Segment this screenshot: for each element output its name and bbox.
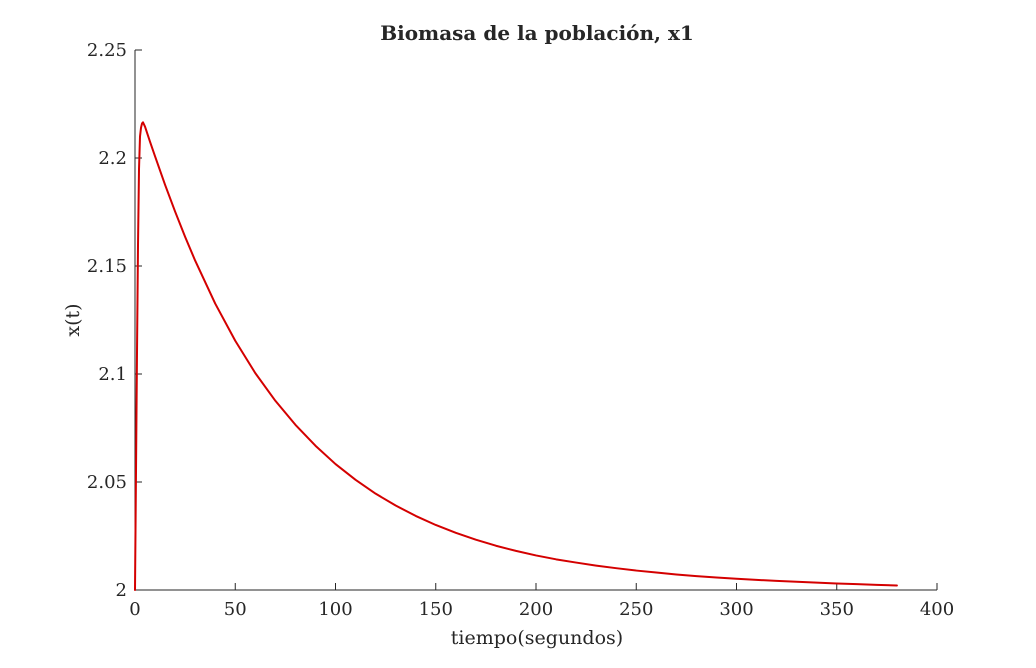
chart-title: Biomasa de la población, x1 [380, 21, 694, 45]
x-tick-label: 200 [519, 599, 553, 620]
y-tick-label: 2.05 [87, 472, 127, 493]
x-tick-label: 0 [129, 599, 140, 620]
y-tick-label: 2.25 [87, 40, 127, 61]
series-group [134, 121, 898, 591]
x-tick-label: 250 [619, 599, 653, 620]
y-ticks: 2 2.05 2.1 2.15 2.2 2.25 [87, 40, 142, 601]
x-tick-label: 150 [419, 599, 453, 620]
x-tick-label: 100 [318, 599, 352, 620]
x-axis-label: tiempo(segundos) [451, 627, 623, 649]
series-line-0 [134, 121, 898, 591]
x-tick-label: 400 [920, 599, 954, 620]
y-axis-label: x(t) [62, 303, 84, 336]
y-tick-label: 2 [116, 580, 127, 601]
x-ticks: 0 50 100 150 200 250 300 350 400 [129, 583, 954, 620]
y-tick-label: 2.2 [98, 148, 127, 169]
axes [134, 50, 937, 591]
y-tick-label: 2.15 [87, 256, 127, 277]
x-tick-label: 300 [719, 599, 753, 620]
x-tick-label: 350 [820, 599, 854, 620]
x-tick-label: 50 [224, 599, 247, 620]
y-tick-label: 2.1 [98, 364, 127, 385]
